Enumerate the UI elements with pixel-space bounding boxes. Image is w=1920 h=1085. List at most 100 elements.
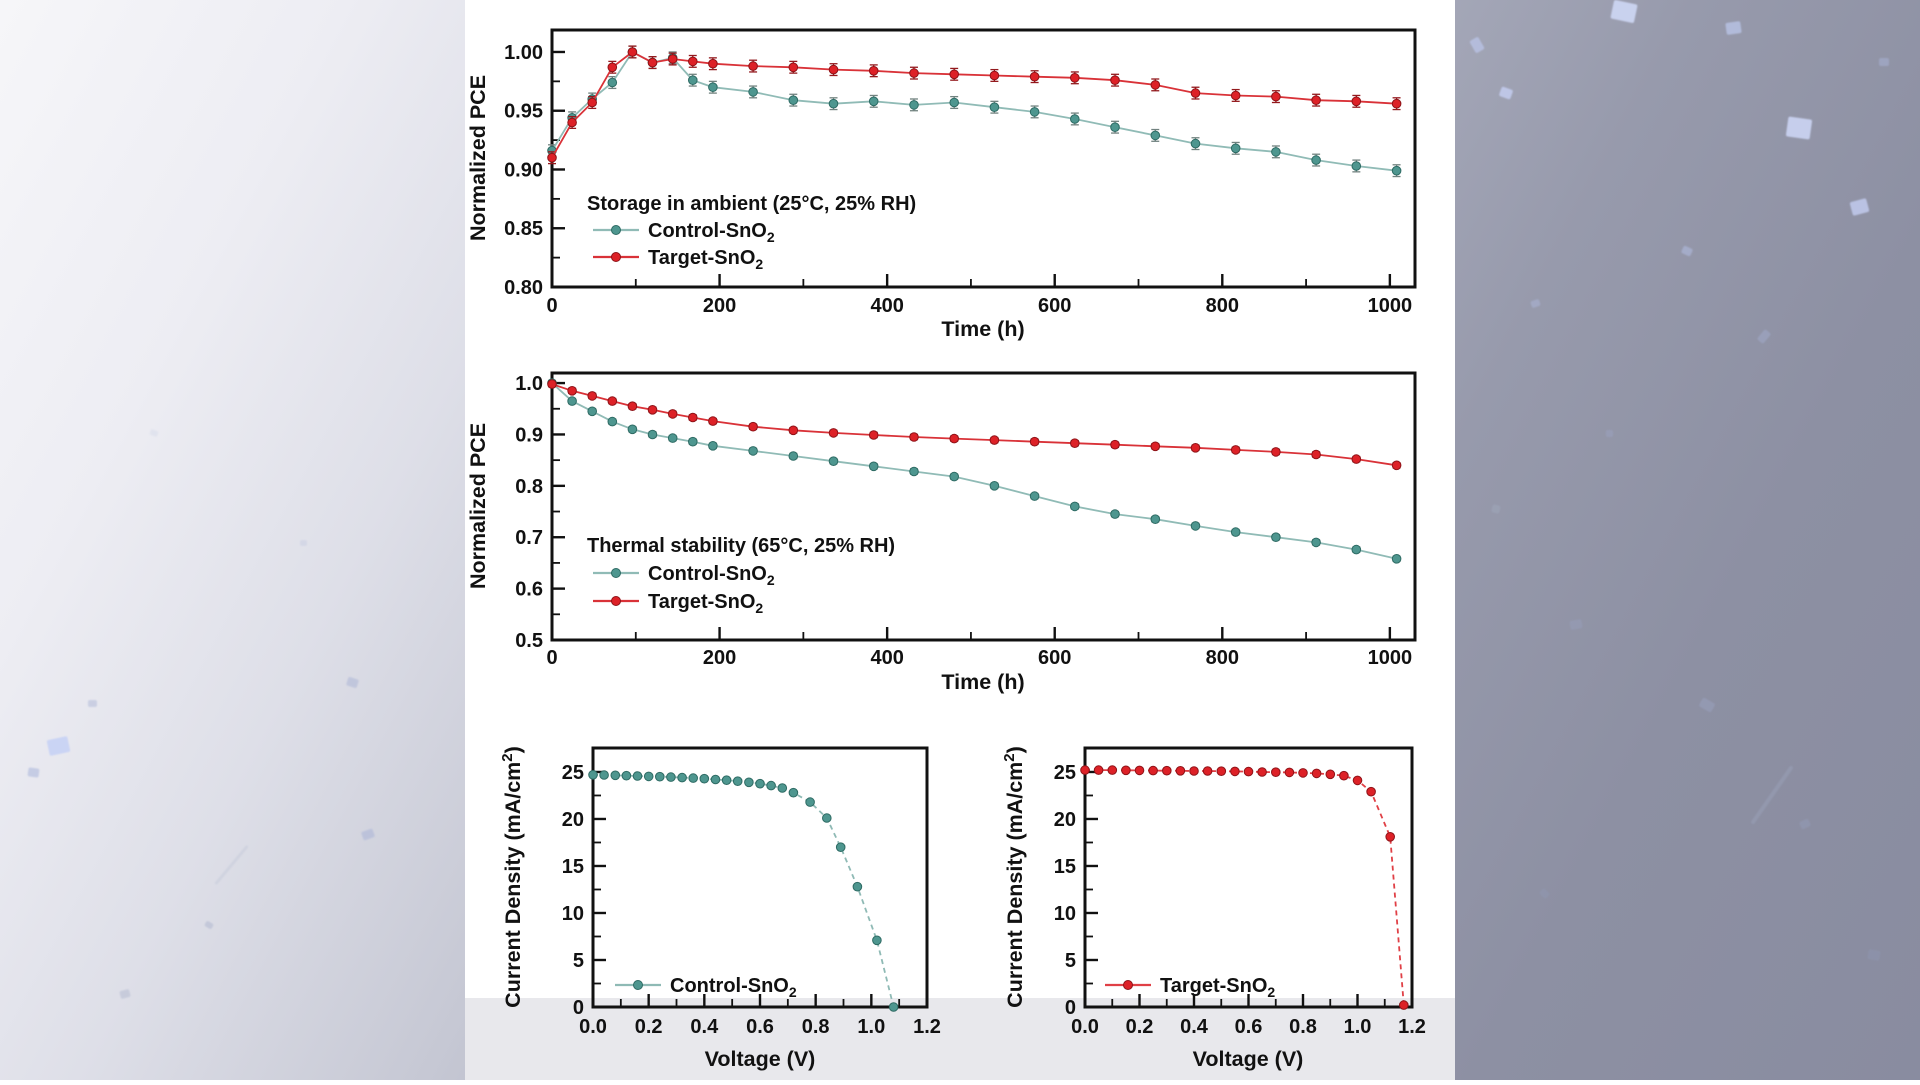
x-tick-label: 200 <box>703 295 736 317</box>
series-b <box>547 45 1402 165</box>
legend-label: Target-SnO2 <box>648 591 763 616</box>
chart-storage: 0 200 400 600 800 1000 0.80 0.85 0.90 0.95 1.00 Sto… <box>466 28 1417 341</box>
series-markers <box>588 770 899 1012</box>
y-tick-label: 0.6 <box>515 579 543 601</box>
legend-label: Target-SnO2 <box>1160 975 1275 1000</box>
y-tick-label: 0 <box>573 997 584 1019</box>
series-line <box>551 383 1397 467</box>
x-tick-label: 800 <box>1206 647 1239 669</box>
chart-annotation: Thermal stability (65°C, 25% RH) <box>587 535 895 557</box>
figure-panel: 0 200 400 600 800 1000 0.80 0.85 0.90 0.95 1.00 Sto… <box>465 0 1455 1080</box>
series-line <box>1085 769 1405 1006</box>
y-tick-label: 0.90 <box>504 159 543 181</box>
y-tick-label: 0.8 <box>515 476 543 498</box>
y-tick-label: 5 <box>573 950 584 972</box>
series-b <box>547 379 1402 471</box>
x-axis-label: Time (h) <box>941 317 1024 341</box>
plot-frame <box>550 371 1417 642</box>
legend-label: Target-SnO2 <box>648 247 763 272</box>
x-tick-label: 1.2 <box>913 1016 941 1038</box>
x-tick-label: 0.2 <box>635 1016 663 1038</box>
y-tick-label: 25 <box>562 762 584 784</box>
y-tick-label: 25 <box>1054 762 1076 784</box>
series-markers <box>547 47 1402 163</box>
series-a <box>1080 765 1409 1010</box>
chart-annotation: Storage in ambient (25°C, 25% RH) <box>587 193 916 215</box>
chart-jv_control: 0.0 0.2 0.4 0.6 0.8 1.0 1.2 0 5 10 15 20 25 Control-S… <box>499 746 941 1071</box>
x-tick-label: 0.6 <box>746 1016 774 1038</box>
crystal-shape <box>1867 949 1881 961</box>
series-markers <box>547 47 1402 176</box>
x-tick-label: 0.8 <box>1289 1016 1317 1038</box>
x-axis-label: Time (h) <box>941 670 1024 694</box>
y-tick-label: 0.85 <box>504 218 543 240</box>
x-tick-label: 0 <box>546 295 557 317</box>
x-tick-label: 0.2 <box>1126 1016 1154 1038</box>
x-tick-label: 1000 <box>1368 295 1413 317</box>
crystal-shape <box>1785 116 1813 140</box>
series-line <box>551 382 1397 560</box>
y-tick-label: 20 <box>562 809 584 831</box>
x-axis-label: Voltage (V) <box>705 1047 816 1071</box>
series-a <box>547 45 1402 178</box>
crystal-shape <box>300 540 307 546</box>
y-axis-label: Normalized PCE <box>466 75 490 241</box>
x-tick-label: 0 <box>546 647 557 669</box>
y-tick-label: 0.7 <box>515 527 543 549</box>
x-tick-label: 0.8 <box>802 1016 830 1038</box>
legend-marker <box>1123 980 1133 990</box>
x-tick-label: 200 <box>703 647 736 669</box>
plot-frame <box>1083 746 1414 1009</box>
y-tick-label: 20 <box>1054 809 1076 831</box>
x-tick-label: 400 <box>870 295 903 317</box>
legend-label: Control-SnO2 <box>670 975 797 1000</box>
crystal-shape <box>1725 21 1742 35</box>
x-tick-label: 0.0 <box>1071 1016 1099 1038</box>
x-tick-label: 1.0 <box>857 1016 885 1038</box>
legend: Target-SnO2 <box>1105 975 1275 1000</box>
y-tick-label: 0.5 <box>515 630 543 652</box>
series-a <box>588 770 899 1012</box>
figure-bottom-strip <box>465 998 1455 1080</box>
x-tick-label: 600 <box>1038 295 1071 317</box>
x-tick-label: 0.0 <box>579 1016 607 1038</box>
crystal-shape <box>88 700 97 707</box>
series-line <box>551 50 1397 172</box>
y-axis-label: Current Density (mA/cm2) <box>499 746 525 1008</box>
y-axis-label: Current Density (mA/cm2) <box>1001 746 1027 1008</box>
y-tick-label: 10 <box>562 903 584 925</box>
y-tick-label: 1.00 <box>504 42 543 64</box>
x-tick-label: 600 <box>1038 647 1071 669</box>
x-tick-label: 800 <box>1206 295 1239 317</box>
x-tick-label: 1000 <box>1368 647 1413 669</box>
legend-marker <box>633 980 643 990</box>
x-tick-label: 0.4 <box>690 1016 719 1038</box>
legend: Control-SnO2 <box>615 975 797 1000</box>
chart-jv_target: 0.0 0.2 0.4 0.6 0.8 1.0 1.2 0 5 10 15 20 25 Target-Sn… <box>1001 746 1426 1071</box>
crystal-shape <box>1879 58 1889 66</box>
x-tick-label: 1.2 <box>1398 1016 1426 1038</box>
y-tick-label: 0.80 <box>504 277 543 299</box>
legend-marker <box>611 252 621 262</box>
x-tick-label: 1.0 <box>1344 1016 1372 1038</box>
series-markers <box>1080 765 1409 1010</box>
y-tick-label: 0 <box>1065 997 1076 1019</box>
legend-marker <box>611 225 621 235</box>
x-tick-label: 0.6 <box>1235 1016 1263 1038</box>
y-tick-label: 5 <box>1065 950 1076 972</box>
plot-frame <box>591 746 929 1009</box>
x-axis-label: Voltage (V) <box>1193 1047 1304 1071</box>
x-tick-label: 0.4 <box>1180 1016 1209 1038</box>
y-tick-label: 1.0 <box>515 373 543 395</box>
axis-ticks <box>591 770 929 1009</box>
y-tick-label: 0.95 <box>504 101 543 123</box>
series-a <box>547 378 1402 564</box>
charts-svg: 0 200 400 600 800 10000.800.850.900.951.00Sto… <box>465 28 1455 1080</box>
y-tick-label: 10 <box>1054 903 1076 925</box>
legend-label: Control-SnO2 <box>648 220 775 245</box>
x-tick-label: 400 <box>870 647 903 669</box>
legend-marker <box>611 568 621 578</box>
axis-ticks <box>1083 770 1414 1009</box>
y-tick-label: 15 <box>562 856 584 878</box>
